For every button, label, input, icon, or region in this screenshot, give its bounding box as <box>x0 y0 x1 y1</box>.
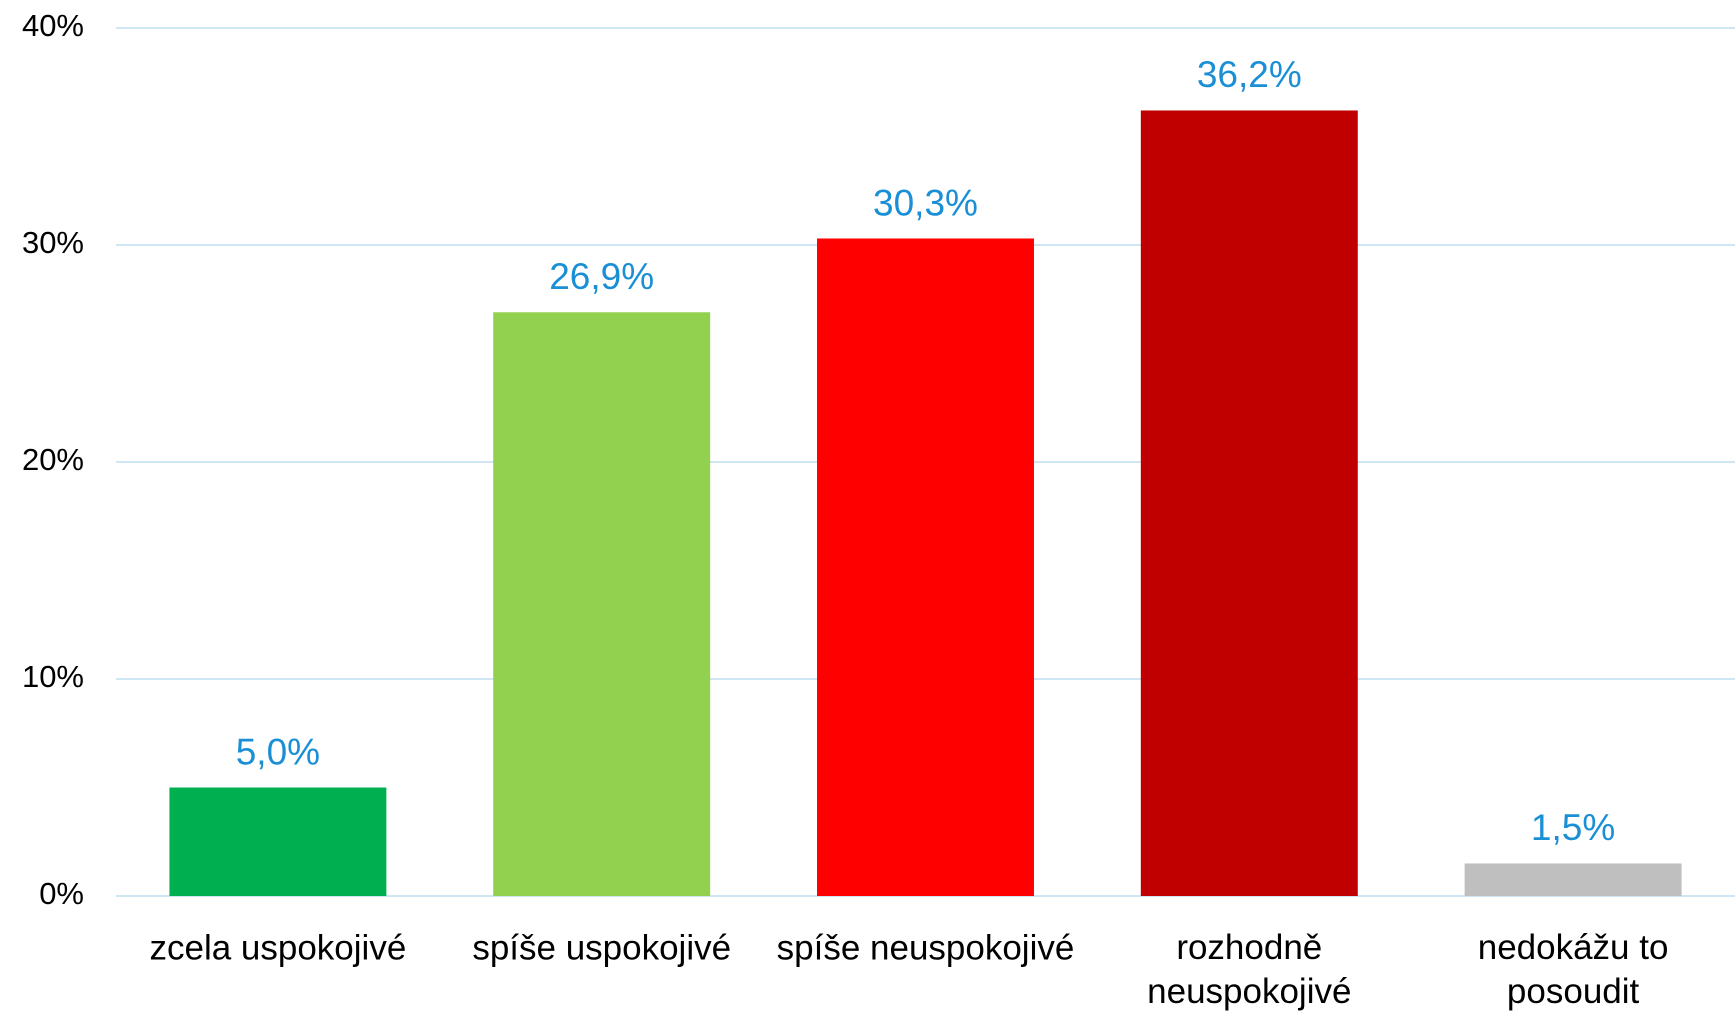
x-tick-label: spíše neuspokojivé <box>777 928 1075 967</box>
x-tick-label: rozhodně neuspokojivé <box>1147 928 1351 1011</box>
x-tick-label: nedokážu to posoudit <box>1478 928 1669 1011</box>
y-tick-label: 40% <box>22 8 84 43</box>
value-label: 1,5% <box>1531 807 1615 848</box>
bar <box>493 312 711 896</box>
x-tick-label: spíše uspokojivé <box>472 928 731 967</box>
y-tick-label: 30% <box>22 225 84 260</box>
y-tick-label: 10% <box>22 659 84 694</box>
x-tick-label: zcela uspokojivé <box>149 928 406 967</box>
value-label: 30,3% <box>873 182 978 223</box>
value-label: 26,9% <box>549 256 654 297</box>
bar <box>1140 110 1358 896</box>
bar <box>169 787 387 896</box>
bar <box>1464 863 1682 896</box>
value-label: 36,2% <box>1197 54 1302 95</box>
y-tick-label: 20% <box>22 442 84 477</box>
value-label: 5,0% <box>236 731 320 772</box>
bar <box>817 238 1034 897</box>
y-tick-label: 0% <box>39 876 84 911</box>
